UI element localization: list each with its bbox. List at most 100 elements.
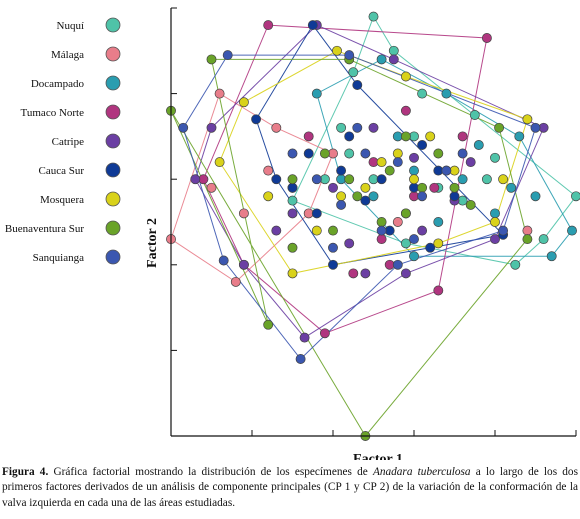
point-docampado [311,88,322,99]
point-sanquianga [295,354,306,364]
legend: Nuquí Málaga Docampado Tumaco Norte Catripe C… [5,17,121,265]
legend-marker-nuqui [105,17,121,33]
point-buenaventura-sur [400,131,411,142]
legend-marker-mosquera [105,191,121,207]
point-tumaco-norte [303,131,314,142]
point-nuqui [344,148,355,159]
point-mosquera [332,45,342,56]
point-buenaventura-sur [417,182,428,193]
point-buenaventura-sur [287,242,298,253]
point-cauca-sur [336,165,347,176]
point-docampado [506,182,517,193]
point-docampado [567,225,577,236]
point-nuqui [490,152,500,163]
point-nuqui [417,88,428,99]
point-docampado [368,191,379,202]
point-buenaventura-sur [449,182,460,193]
point-tumaco-norte [348,268,359,279]
point-docampado [514,131,525,142]
point-mosquera [522,114,533,125]
caption-species-name: Anadara tuberculosa [372,466,471,478]
point-docampado [409,165,419,176]
point-malaga [263,165,274,176]
point-tumaco-norte [400,105,411,116]
point-mosquera [425,131,436,142]
point-tumaco-norte [433,285,444,296]
point-nuqui [400,238,411,249]
point-nuqui [481,174,492,185]
point-cauca-sur [376,174,387,185]
point-mosquera [263,191,274,202]
point-docampado [473,140,484,150]
series-hulls [170,15,577,437]
legend-marker-buenaventura-sur [105,220,121,236]
point-sanquianga [417,191,428,202]
point-cauca-sur [449,191,460,202]
point-buenaventura-sur [352,191,363,202]
point-cauca-sur [271,174,282,185]
point-sanquianga [344,50,355,61]
legend-label-nuqui: Nuquí [57,20,85,32]
point-mosquera [376,157,387,168]
point-cauca-sur [425,242,436,253]
point-cauca-sur [328,259,338,270]
point-malaga [271,122,282,133]
point-buenaventura-sur [494,122,505,133]
point-sanquianga [218,255,229,266]
point-buenaventura-sur [522,234,533,245]
point-malaga [206,182,217,193]
point-docampado [457,174,468,185]
point-mosquera [311,225,322,236]
point-docampado [409,251,419,262]
point-catripe [206,122,217,133]
point-nuqui [538,234,549,245]
legend-marker-catripe [105,133,121,149]
point-mosquera [287,268,298,279]
point-mosquera [392,148,403,159]
legend-marker-sanquianga [105,249,121,265]
point-buenaventura-sur [319,148,330,159]
point-sanquianga [392,157,403,168]
point-cauca-sur [360,195,371,206]
legend-label-catripe: Catripe [52,136,84,148]
point-sanquianga [311,174,322,185]
point-nuqui [368,11,379,22]
point-catripe [490,234,500,245]
point-mosquera [360,182,371,193]
point-catripe [328,182,338,193]
hull-cauca-sur [255,24,505,266]
caption-text-before-species: Gráfica factorial mostrando la distribuc… [48,466,373,478]
point-catripe [344,238,355,249]
legend-marker-docampado [105,75,121,91]
legend-label-docampado: Docampado [31,78,85,90]
point-mosquera [214,157,225,168]
point-mosquera [490,217,500,227]
point-catripe [238,259,249,270]
legend-marker-malaga [105,46,121,62]
point-sanquianga [441,165,452,176]
point-tumaco-norte [263,20,274,31]
point-tumaco-norte [319,328,330,339]
point-sanquianga [392,259,403,270]
factor-scatter-chart: Nuquí Málaga Docampado Tumaco Norte Catripe C… [5,7,580,460]
point-docampado [376,54,387,65]
caption-text-after-species: a lo largo de los dos primeros factores … [2,466,578,509]
legend-label-buenaventura-sur: Buenaventura Sur [5,223,84,235]
point-tumaco-norte [429,182,440,193]
point-buenaventura-sur [287,174,298,185]
point-nuqui [348,67,359,78]
point-buenaventura-sur [400,208,411,219]
point-cauca-sur [307,20,318,31]
point-sanquianga [178,122,189,133]
point-catripe [400,268,411,279]
point-tumaco-norte [376,234,387,245]
point-tumaco-norte [481,33,492,43]
point-sanquianga [352,122,363,133]
figure-caption: Figura 4. Gráfica factorial mostrando la… [2,465,578,511]
point-nuqui [336,122,347,133]
point-nuqui [469,110,480,120]
point-cauca-sur [251,114,262,125]
point-sanquianga [530,122,541,133]
point-catripe [409,152,419,163]
point-buenaventura-sur [206,54,217,65]
